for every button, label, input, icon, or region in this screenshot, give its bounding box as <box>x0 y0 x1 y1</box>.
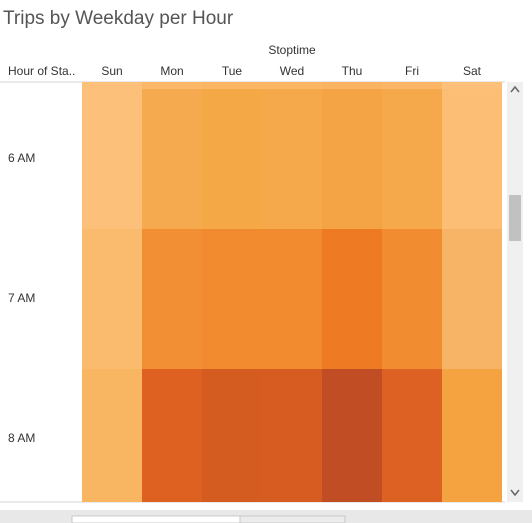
column-label: Tue <box>222 64 243 78</box>
cell <box>262 82 322 89</box>
column-label: Mon <box>160 64 183 78</box>
cell <box>262 89 322 229</box>
row-header: Hour of Sta.. <box>8 64 75 78</box>
scroll-thumb[interactable] <box>509 195 521 241</box>
cell <box>322 82 382 89</box>
cell <box>382 369 442 502</box>
cell <box>382 89 442 229</box>
row-label: 7 AM <box>8 291 35 305</box>
cell <box>202 229 262 369</box>
cell <box>442 82 502 89</box>
column-label: Sat <box>463 64 482 78</box>
scroll-up[interactable] <box>510 85 520 93</box>
cell <box>202 82 262 89</box>
column-label: Fri <box>405 64 419 78</box>
cell <box>82 369 142 502</box>
column-label: Wed <box>280 64 304 78</box>
cell <box>82 82 142 89</box>
cell <box>82 229 142 369</box>
column-title: Stoptime <box>268 43 316 57</box>
tab[interactable] <box>71 515 241 523</box>
cells: 5 AM6 AM7 AM8 AM <box>8 82 502 502</box>
scroll-down[interactable] <box>510 489 520 497</box>
cell <box>442 89 502 229</box>
cell <box>142 229 202 369</box>
row-label: 6 AM <box>8 151 35 165</box>
chart-title: Trips by Weekday per Hour <box>3 8 234 29</box>
row-label: 8 AM <box>8 431 35 445</box>
cell <box>202 369 262 502</box>
column-label: Sun <box>101 64 122 78</box>
cell <box>322 369 382 502</box>
cell <box>382 229 442 369</box>
cell <box>442 229 502 369</box>
cell <box>322 89 382 229</box>
tab[interactable] <box>239 515 346 523</box>
cell <box>262 369 322 502</box>
cell <box>382 82 442 89</box>
cell <box>262 229 322 369</box>
cell <box>322 229 382 369</box>
cell <box>142 82 202 89</box>
cell <box>442 369 502 502</box>
cell <box>142 89 202 229</box>
column-label: Thu <box>342 64 363 78</box>
cell <box>82 89 142 229</box>
cell <box>202 89 262 229</box>
cell <box>142 369 202 502</box>
scrollbar[interactable] <box>507 82 523 502</box>
